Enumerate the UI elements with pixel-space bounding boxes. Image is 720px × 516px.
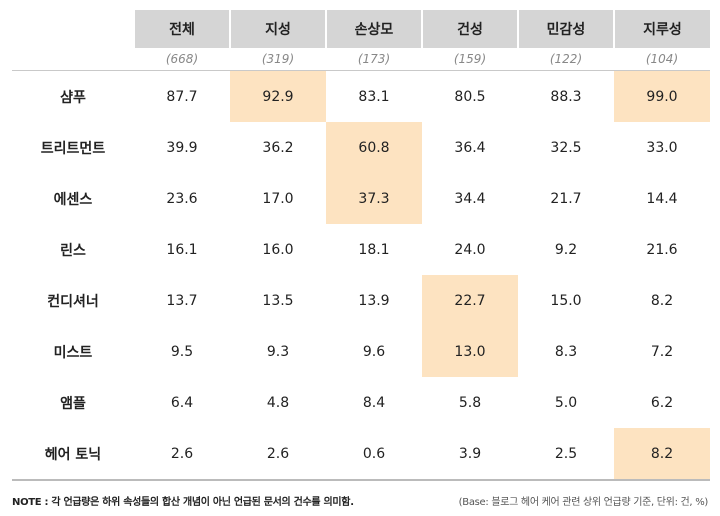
table-row: 컨디셔너 13.7 13.5 13.9 22.7 15.0 8.2 bbox=[12, 275, 710, 326]
row-label: 헤어 토닉 bbox=[12, 428, 134, 481]
header-row: 전체 지성 손상모 건성 민감성 지루성 bbox=[12, 10, 710, 48]
hair-care-mention-table: 전체 지성 손상모 건성 민감성 지루성 (668) (319) (173) (… bbox=[12, 10, 710, 481]
value-cell: 21.7 bbox=[550, 190, 582, 207]
value-cell: 2.5 bbox=[518, 428, 614, 481]
column-header-total: 전체 bbox=[133, 10, 230, 48]
value-cell: 92.9 bbox=[230, 70, 326, 122]
value-cell: 9.6 bbox=[362, 343, 386, 360]
row-label: 에센스 bbox=[53, 191, 93, 208]
value-cell: 6.4 bbox=[170, 394, 194, 411]
value-cell: 21.6 bbox=[646, 241, 678, 258]
value-cell: 39.9 bbox=[166, 139, 198, 156]
table-row: 샴푸 87.7 92.9 83.1 80.5 88.3 99.0 bbox=[12, 70, 710, 122]
value-cell: 7.2 bbox=[650, 343, 674, 360]
row-label: 샴푸 bbox=[60, 89, 86, 106]
value-cell: 8.3 bbox=[554, 343, 578, 360]
value-cell: 88.3 bbox=[550, 88, 582, 105]
count-cell: (104) bbox=[614, 48, 710, 71]
value-cell: 4.8 bbox=[266, 394, 290, 411]
base-note: (Base: 블로그 헤어 케어 관련 상위 언급량 기준, 단위: 건, %) bbox=[458, 497, 709, 508]
value-cell: 0.6 bbox=[326, 428, 422, 481]
value-cell: 13.9 bbox=[358, 292, 390, 309]
value-cell: 16.1 bbox=[166, 241, 198, 258]
value-cell: 33.0 bbox=[646, 139, 678, 156]
table-row: 트리트먼트 39.9 36.2 60.8 36.4 32.5 33.0 bbox=[12, 122, 710, 173]
value-cell: 22.7 bbox=[422, 275, 518, 326]
value-cell: 8.2 bbox=[614, 428, 710, 481]
value-cell: 99.0 bbox=[614, 70, 710, 122]
table-row: 헤어 토닉 2.6 2.6 0.6 3.9 2.5 8.2 bbox=[12, 428, 710, 481]
count-cell: (159) bbox=[422, 48, 518, 71]
value-cell: 13.0 bbox=[422, 326, 518, 377]
value-cell: 36.2 bbox=[262, 139, 294, 156]
value-cell: 34.4 bbox=[454, 190, 486, 207]
value-cell: 87.7 bbox=[166, 88, 198, 105]
column-header-sensitive: 민감성 bbox=[517, 10, 614, 48]
column-header-damaged: 손상모 bbox=[325, 10, 422, 48]
value-cell: 9.2 bbox=[554, 241, 578, 258]
value-cell: 2.6 bbox=[230, 428, 326, 481]
count-cell: (122) bbox=[518, 48, 614, 71]
corner-cell bbox=[12, 10, 134, 48]
value-cell: 13.5 bbox=[262, 292, 294, 309]
value-cell: 36.4 bbox=[454, 139, 486, 156]
value-cell: 37.3 bbox=[326, 173, 422, 224]
count-cell: (173) bbox=[326, 48, 422, 71]
value-cell: 18.1 bbox=[358, 241, 390, 258]
value-cell: 32.5 bbox=[550, 139, 582, 156]
row-label: 앰플 bbox=[60, 395, 86, 412]
footnote: NOTE : 각 언급량은 하위 속성들의 합산 개념이 아닌 언급된 문서의 … bbox=[12, 497, 354, 508]
table-body: 샴푸 87.7 92.9 83.1 80.5 88.3 99.0 트리트먼트 39.9 36.2 6… bbox=[12, 70, 710, 481]
row-label: 미스트 bbox=[53, 344, 93, 361]
value-cell: 60.8 bbox=[326, 122, 422, 173]
value-cell: 15.0 bbox=[550, 292, 582, 309]
value-cell: 80.5 bbox=[454, 88, 486, 105]
value-cell: 3.9 bbox=[422, 428, 518, 481]
count-corner bbox=[12, 48, 134, 71]
value-cell: 5.0 bbox=[554, 394, 578, 411]
count-cell: (319) bbox=[230, 48, 326, 71]
column-header-oily: 지성 bbox=[229, 10, 326, 48]
value-cell: 14.4 bbox=[646, 190, 678, 207]
count-cell: (668) bbox=[134, 48, 230, 71]
value-cell: 8.2 bbox=[650, 292, 674, 309]
value-cell: 8.4 bbox=[362, 394, 386, 411]
table-row: 앰플 6.4 4.8 8.4 5.8 5.0 6.2 bbox=[12, 377, 710, 428]
value-cell: 9.5 bbox=[170, 343, 194, 360]
value-cell: 16.0 bbox=[262, 241, 294, 258]
value-cell: 17.0 bbox=[262, 190, 294, 207]
column-header-dry: 건성 bbox=[421, 10, 518, 48]
column-header-seborrheic: 지루성 bbox=[613, 10, 710, 48]
value-cell: 83.1 bbox=[358, 88, 390, 105]
value-cell: 24.0 bbox=[454, 241, 486, 258]
row-label: 린스 bbox=[60, 242, 86, 259]
value-cell: 13.7 bbox=[166, 292, 198, 309]
table-row: 에센스 23.6 17.0 37.3 34.4 21.7 14.4 bbox=[12, 173, 710, 224]
count-row: (668) (319) (173) (159) (122) (104) bbox=[12, 48, 710, 71]
value-cell: 5.8 bbox=[458, 394, 482, 411]
value-cell: 2.6 bbox=[134, 428, 230, 481]
value-cell: 9.3 bbox=[266, 343, 290, 360]
row-label: 컨디셔너 bbox=[47, 293, 99, 310]
table-row: 린스 16.1 16.0 18.1 24.0 9.2 21.6 bbox=[12, 224, 710, 275]
row-label: 트리트먼트 bbox=[40, 140, 106, 157]
value-cell: 6.2 bbox=[650, 394, 674, 411]
table-row: 미스트 9.5 9.3 9.6 13.0 8.3 7.2 bbox=[12, 326, 710, 377]
value-cell: 23.6 bbox=[166, 190, 198, 207]
